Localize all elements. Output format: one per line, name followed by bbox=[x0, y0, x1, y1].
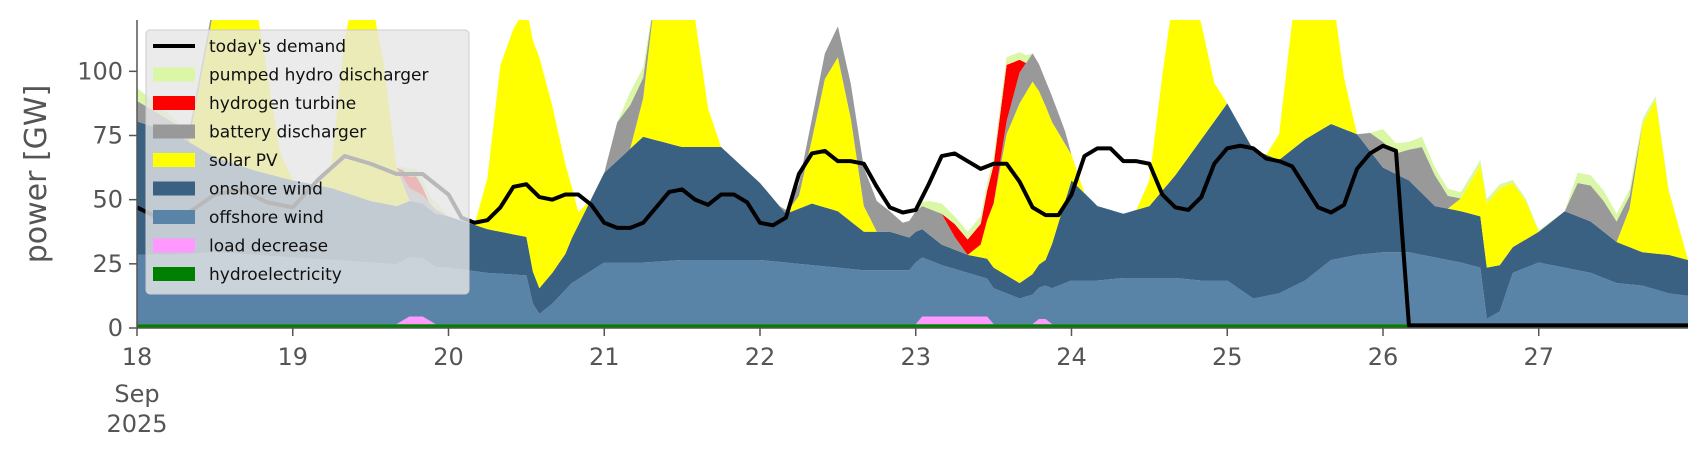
legend-label: hydroelectricity bbox=[209, 265, 342, 285]
legend-label: onshore wind bbox=[209, 180, 323, 200]
legend-item-offshore-wind: offshore wind bbox=[153, 208, 324, 228]
legend-swatch bbox=[153, 238, 195, 253]
legend-label: offshore wind bbox=[209, 208, 324, 228]
demand-line-group bbox=[136, 143, 1688, 328]
legend-swatch bbox=[153, 181, 195, 196]
legend-items: today's demand pumped hydro discharger hyd… bbox=[153, 37, 428, 285]
legend-label: hydrogen turbine bbox=[209, 94, 356, 114]
x-tick-label: 21 bbox=[589, 343, 620, 371]
legend-item-battery-discharger: battery discharger bbox=[153, 123, 366, 143]
x-tick-label: 20 bbox=[433, 343, 464, 371]
legend-item-solar-pv: solar PV bbox=[153, 151, 278, 171]
y-tick-label: 0 bbox=[108, 314, 123, 342]
x-sublabel-month: Sep bbox=[114, 380, 159, 408]
legend-swatch bbox=[153, 210, 195, 224]
x-tick-label: 25 bbox=[1212, 343, 1243, 371]
x-ticks-group: 18 19 20 21 22 23 24 25 26 27 bbox=[122, 328, 1554, 371]
x-tick-label: 22 bbox=[745, 343, 776, 371]
legend-label: load decrease bbox=[209, 237, 328, 257]
legend-swatch bbox=[153, 67, 195, 82]
legend-swatch bbox=[153, 96, 195, 110]
x-sublabel-year: 2025 bbox=[106, 410, 167, 438]
y-tick-label: 25 bbox=[92, 250, 123, 278]
x-tick-label: 18 bbox=[122, 343, 153, 371]
area-hydroelectricity bbox=[137, 324, 1688, 328]
legend-swatch bbox=[153, 153, 195, 167]
y-tick-label: 75 bbox=[92, 122, 123, 150]
legend-item-today-s-demand: today's demand bbox=[153, 37, 346, 57]
y-tick-label: 50 bbox=[92, 186, 123, 214]
legend-label: solar PV bbox=[209, 151, 278, 171]
area-onshore-wind bbox=[137, 103, 1688, 320]
legend-item-onshore-wind: onshore wind bbox=[153, 180, 323, 200]
legend-swatch bbox=[153, 124, 195, 139]
x-tick-label: 27 bbox=[1523, 343, 1554, 371]
legend-item-hydroelectricity: hydroelectricity bbox=[153, 265, 342, 285]
legend-label: today's demand bbox=[209, 37, 346, 57]
legend-label: battery discharger bbox=[209, 123, 366, 143]
y-tick-label: 100 bbox=[77, 57, 123, 85]
legend-box bbox=[145, 29, 470, 295]
legend-item-pumped-hydro-discharger: pumped hydro discharger bbox=[153, 66, 428, 86]
x-tick-label: 19 bbox=[277, 343, 308, 371]
x-tick-label: 24 bbox=[1056, 343, 1087, 371]
x-tick-label: 26 bbox=[1368, 343, 1399, 371]
legend-swatch bbox=[153, 267, 195, 281]
legend-item-hydrogen-turbine: hydrogen turbine bbox=[153, 94, 356, 114]
area-solar-pv bbox=[137, 20, 1688, 289]
area-offshore-wind bbox=[137, 252, 1688, 325]
area-series-group bbox=[137, 20, 1688, 328]
y-axis-label: power [GW] bbox=[19, 85, 54, 264]
legend: today's demand pumped hydro discharger hyd… bbox=[145, 29, 470, 295]
area-battery-discharger bbox=[137, 20, 1688, 260]
y-ticks-group: 0 25 50 75 100 bbox=[77, 57, 137, 342]
x-tick-label: 23 bbox=[900, 343, 931, 371]
line-todays-demand bbox=[136, 143, 1688, 328]
legend-item-load-decrease: load decrease bbox=[153, 237, 328, 257]
legend-label: pumped hydro discharger bbox=[209, 66, 428, 86]
